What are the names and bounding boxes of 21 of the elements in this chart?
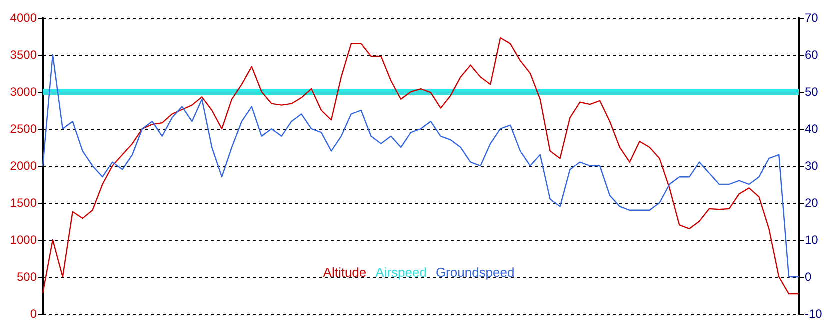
text: Airspeed — [376, 265, 427, 280]
y-tick-label: 4000 — [10, 11, 38, 25]
y2-tick-label: -10 — [805, 307, 823, 321]
y-tick-label: 1500 — [10, 196, 38, 210]
y2-tick-label: 10 — [805, 233, 819, 247]
y-tick-label: 3500 — [10, 48, 38, 62]
y2-tick-label: 20 — [805, 196, 819, 210]
y2-tick-label: 60 — [805, 48, 819, 62]
y2-tick-label: 0 — [805, 270, 812, 284]
y-tick-label: 1000 — [10, 233, 38, 247]
y-tick-label: 500 — [16, 270, 38, 284]
y-tick-label: 3000 — [10, 85, 38, 99]
text: Altitude — [323, 265, 367, 280]
y2-tick-label: 50 — [805, 85, 819, 99]
y2-tick-label: 30 — [805, 159, 819, 173]
text: Groundspeed — [436, 265, 515, 280]
y-tick-label: 0 — [30, 307, 38, 321]
y-tick-label: 2500 — [10, 122, 38, 136]
y-tick-label: 2000 — [10, 159, 38, 173]
y2-tick-label: 70 — [805, 11, 819, 25]
y2-tick-label: 40 — [805, 122, 819, 136]
